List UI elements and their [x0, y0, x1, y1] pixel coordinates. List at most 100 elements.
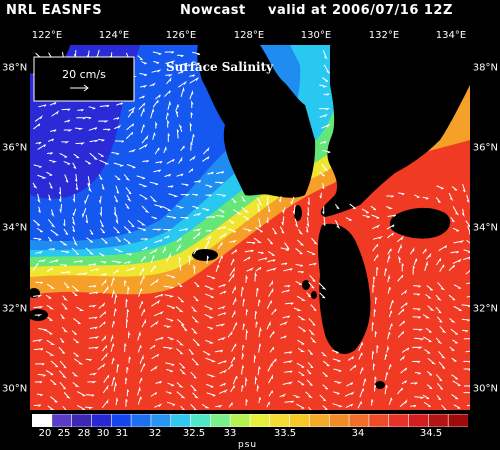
- current-vector: [176, 243, 181, 252]
- current-vector: [332, 403, 344, 408]
- current-vector: [389, 323, 393, 330]
- current-vector: [98, 139, 105, 142]
- current-vector: [280, 226, 285, 234]
- current-vector: [387, 286, 391, 294]
- current-vector: [422, 394, 430, 400]
- current-vector: [89, 336, 100, 339]
- current-vector: [63, 161, 71, 165]
- current-vector: [149, 248, 158, 254]
- current-vector: [167, 133, 170, 143]
- current-vector: [162, 206, 171, 211]
- current-vector: [48, 219, 56, 228]
- colorbar-cell: [210, 414, 231, 427]
- current-vector: [322, 405, 328, 410]
- current-vector: [126, 123, 135, 130]
- colorbar-tick-33-5: 33.5: [273, 428, 297, 439]
- current-vector: [176, 237, 182, 243]
- current-vector: [256, 383, 260, 392]
- current-vector: [323, 93, 330, 96]
- current-vector: [363, 378, 367, 386]
- current-vector: [76, 272, 88, 275]
- current-vector: [194, 281, 200, 288]
- current-vector: [452, 227, 460, 232]
- current-vector: [48, 194, 52, 201]
- current-vector: [155, 161, 163, 164]
- current-vector: [86, 237, 93, 243]
- current-vector: [58, 347, 65, 354]
- colorbar-cell: [388, 414, 410, 427]
- current-vector: [204, 239, 210, 250]
- current-vector: [452, 258, 462, 264]
- current-vector: [137, 386, 141, 396]
- current-vector: [401, 263, 404, 272]
- current-vector: [435, 294, 442, 301]
- current-vector: [359, 367, 364, 375]
- current-vector: [188, 349, 194, 355]
- current-vector: [255, 266, 262, 272]
- current-vector: [190, 142, 193, 151]
- colorbar-tick-33: 33: [223, 428, 237, 439]
- current-vector: [358, 342, 363, 351]
- current-vector: [154, 239, 163, 243]
- current-vector: [306, 292, 311, 298]
- current-vector: [87, 176, 91, 186]
- current-vector: [126, 194, 132, 202]
- current-vector: [257, 366, 261, 376]
- current-vector: [73, 318, 81, 325]
- current-vector: [167, 119, 170, 128]
- current-vector: [163, 145, 167, 154]
- current-vector: [371, 399, 374, 406]
- current-vector: [268, 374, 273, 384]
- lat-label-30-right: 30°N: [472, 383, 498, 395]
- current-vector: [202, 156, 210, 162]
- current-vector: [163, 228, 173, 232]
- current-vector: [281, 216, 285, 227]
- current-vector: [385, 372, 389, 381]
- current-vector: [269, 331, 275, 338]
- current-vector: [100, 273, 107, 276]
- current-vector: [232, 375, 238, 385]
- current-vector: [311, 237, 319, 245]
- current-vector: [85, 394, 95, 397]
- current-vector: [333, 391, 340, 395]
- current-vector: [267, 363, 273, 372]
- current-vector: [258, 326, 262, 338]
- valid-time: valid at 2006/07/16 12Z: [268, 3, 453, 18]
- current-vector: [272, 227, 278, 235]
- current-vector: [101, 184, 105, 190]
- current-vector: [111, 320, 115, 328]
- current-vector: [139, 268, 145, 276]
- current-vector: [385, 206, 394, 210]
- current-vector: [166, 274, 177, 279]
- current-vector: [111, 376, 116, 387]
- current-vector: [191, 134, 195, 144]
- current-vector: [453, 404, 461, 409]
- current-vector: [190, 371, 197, 379]
- current-vector: [100, 261, 107, 264]
- current-vector: [124, 261, 131, 264]
- current-vector: [77, 391, 86, 397]
- current-vector: [245, 309, 248, 316]
- current-vector: [140, 84, 148, 88]
- current-vector: [309, 275, 316, 282]
- current-vector: [64, 174, 69, 183]
- current-vector: [372, 363, 376, 371]
- current-vector: [51, 209, 55, 217]
- current-vector: [75, 173, 78, 182]
- current-vector: [256, 197, 263, 206]
- current-vector: [397, 387, 403, 395]
- current-vector: [82, 207, 87, 219]
- current-vector: [207, 326, 213, 330]
- current-vector: [205, 340, 215, 344]
- current-vector: [348, 356, 354, 361]
- current-vector: [126, 366, 129, 374]
- current-vector: [139, 301, 144, 309]
- current-vector: [231, 309, 236, 318]
- current-vector: [123, 238, 131, 244]
- current-vector: [413, 285, 421, 288]
- current-vector: [97, 362, 106, 370]
- current-vector: [453, 284, 462, 289]
- current-vector: [449, 318, 456, 323]
- current-vector: [217, 312, 227, 316]
- current-vector: [141, 134, 149, 144]
